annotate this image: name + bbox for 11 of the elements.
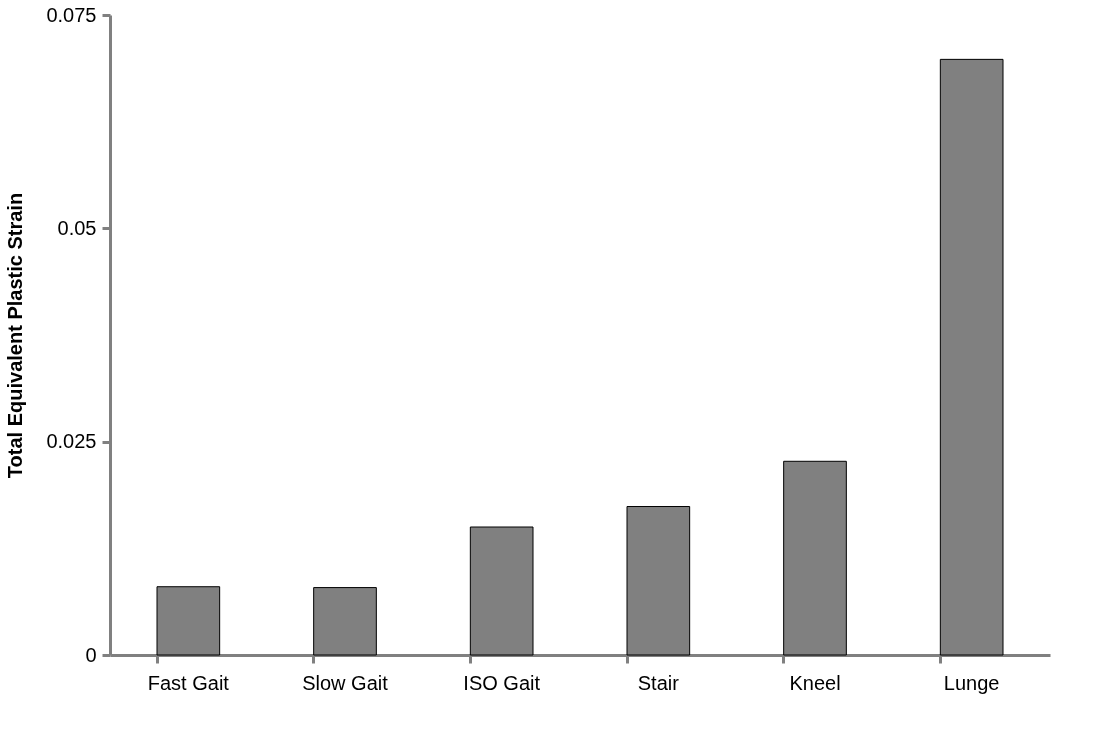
x-tick-label: Stair — [637, 671, 680, 694]
y-tick-label: 0 — [85, 643, 97, 666]
x-tick-label: Slow Gait — [302, 671, 389, 694]
x-tick-label: Kneel — [789, 671, 841, 694]
x-tick-label: ISO Gait — [463, 671, 541, 694]
y-tick-label: 0.075 — [46, 3, 97, 26]
x-tick-label: Lunge — [943, 671, 1000, 694]
y-tick-label: 0.05 — [57, 216, 97, 239]
y-tick-label: 0.025 — [46, 430, 97, 453]
x-tick-label: Fast Gait — [147, 671, 230, 694]
y-axis-title: Total Equivalent Plastic Strain — [4, 192, 27, 479]
